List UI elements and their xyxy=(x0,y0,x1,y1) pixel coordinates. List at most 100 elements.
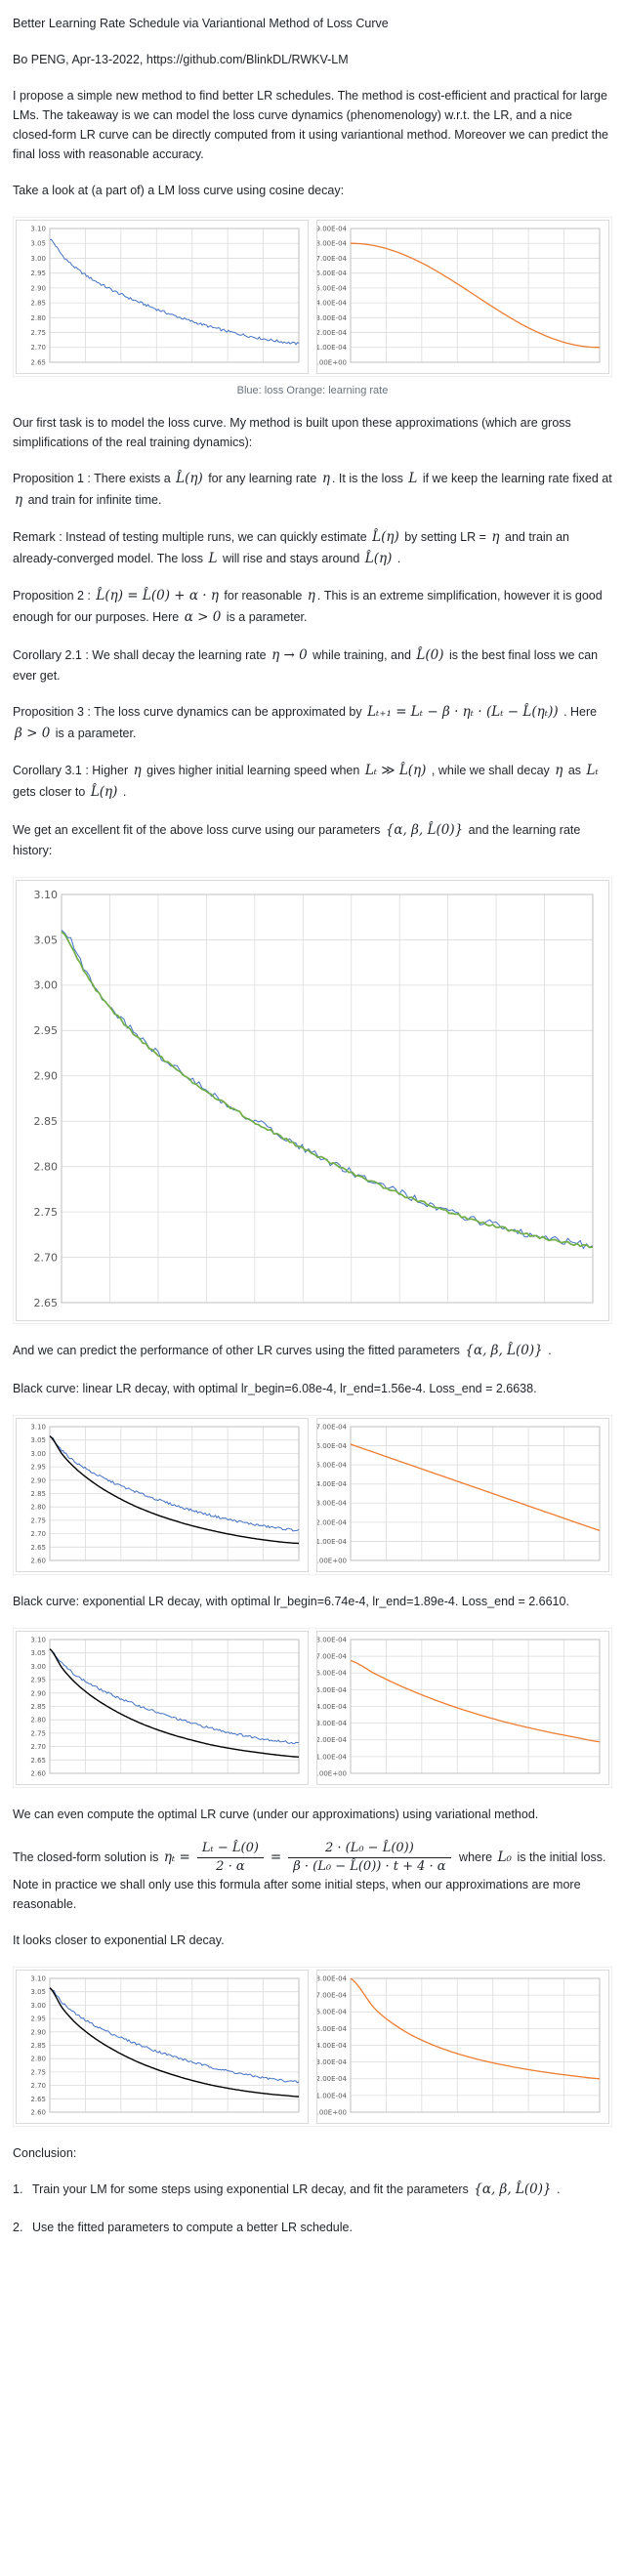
text-run: . This is an extreme simplification, how… xyxy=(13,589,603,624)
text-run: by setting LR = xyxy=(400,530,490,545)
series-fitted-loss-curve-from-parameters-alpha-beta-lhat0 xyxy=(61,931,594,1249)
inline-math: η xyxy=(307,588,315,604)
inline-math: {α, β, L̂(0)} xyxy=(474,2181,552,2198)
inline-math: L̂(0) xyxy=(416,646,444,663)
y-tick-label: 7.00E-04 xyxy=(317,255,348,263)
y-tick-label: 2.85 xyxy=(30,1703,46,1711)
text-run: gives higher initial learning speed when xyxy=(143,764,363,778)
y-tick-label: 2.95 xyxy=(30,1676,46,1683)
text-run: will rise and stays around xyxy=(219,551,363,565)
inline-math: Lₜ ≫ L̂(η) xyxy=(364,763,427,779)
series-optimal-closed-form-lr-schedule xyxy=(350,1977,601,2080)
y-tick-label: 3.00E-04 xyxy=(317,314,348,322)
inline-math: η xyxy=(555,763,563,779)
figure-exponential-decay-panel-loss-exponential-panel: 3.10 3.05 3.00 2.95 2.90 2.85 2.80 2.75 2.70 2.65… xyxy=(16,1630,309,1785)
text-run: We get an excellent fit of the above los… xyxy=(13,822,384,837)
gridlines xyxy=(351,1977,600,2113)
figure-loss-fit[interactable]: 3.10 3.05 3.00 2.95 2.90 2.85 2.80 2.75 2.70 2.65 xyxy=(13,877,612,1325)
y-tick-label: 2.65 xyxy=(34,1297,59,1309)
list-item-text: Use the fitted parameters to compute a b… xyxy=(32,2220,353,2234)
y-tick-label: 2.85 xyxy=(30,300,46,308)
text-run: is a parameter. xyxy=(223,609,308,624)
y-tick-label: 2.70 xyxy=(30,344,46,352)
y-tick-label: 2.90 xyxy=(34,1070,59,1083)
y-axis-labels: 3.10 3.05 3.00 2.95 2.90 2.85 2.80 2.75 2.70 2.65… xyxy=(30,1975,46,2117)
y-tick-label: 2.85 xyxy=(34,1115,59,1128)
corollary-3-1-paragraph: Corollary 3.1 : Higher η gives higher in… xyxy=(13,761,612,803)
text-run: Corollary 3.1 : Higher xyxy=(13,764,132,778)
inline-math: L xyxy=(408,471,418,486)
y-tick-label: 2.70 xyxy=(34,1252,59,1265)
y-tick-label: 2.00E-04 xyxy=(317,1736,348,1744)
text-run: and train for infinite time. xyxy=(24,492,162,507)
text-run: . xyxy=(394,551,401,565)
gridlines xyxy=(50,228,299,363)
y-tick-label: 3.10 xyxy=(34,889,59,901)
plot-frame xyxy=(350,228,601,363)
inline-math: η xyxy=(321,471,330,486)
y-tick-label: 2.65 xyxy=(30,1543,46,1551)
y-tick-label: 2.60 xyxy=(30,1769,46,1777)
conclusion-heading: Conclusion: xyxy=(13,2146,77,2161)
y-tick-label: 3.00 xyxy=(30,255,46,263)
figure-optimal-lr-panel-loss-optimal-panel-svg: 3.10 3.05 3.00 2.95 2.90 2.85 2.80 2.75 2.70 2.65… xyxy=(30,1975,300,2117)
text-run: . Here xyxy=(560,705,598,720)
y-tick-label: 2.75 xyxy=(30,329,46,337)
y-tick-label: 3.00E-04 xyxy=(317,1499,348,1507)
inline-math: L̂(η) = L̂(0) + α · η xyxy=(96,588,219,604)
y-tick-label: 3.10 xyxy=(30,1975,46,1983)
y-tick-label: 2.70 xyxy=(30,2082,46,2090)
figure-exponential-decay[interactable]: 3.10 3.05 3.00 2.95 2.90 2.85 2.80 2.75 2.70 2.65… xyxy=(13,1627,612,1788)
y-axis-labels: 9.00E-04 8.00E-04 7.00E-04 6.00E-04 5.00E-04… xyxy=(312,225,348,366)
y-tick-label: 9.00E-04 xyxy=(317,225,348,232)
y-tick-label: 2.90 xyxy=(30,1689,46,1697)
figure-optimal-lr[interactable]: 3.10 3.05 3.00 2.95 2.90 2.85 2.80 2.75 2.70 2.65… xyxy=(13,1967,612,2128)
y-tick-label: 3.00E-04 xyxy=(317,1720,348,1727)
y-tick-label: 2.65 xyxy=(30,358,46,366)
text-run: gets closer to xyxy=(13,784,89,799)
text-run: Proposition 2 : xyxy=(13,589,95,603)
y-tick-label: 2.65 xyxy=(30,2096,46,2103)
y-tick-label: 2.75 xyxy=(34,1206,59,1219)
text-run: , while we shall decay xyxy=(428,764,554,778)
y-tick-label: 3.05 xyxy=(30,240,46,248)
y-tick-label: 4.00E-04 xyxy=(317,1703,348,1711)
y-tick-label: 2.95 xyxy=(34,1024,59,1037)
gridlines xyxy=(351,1639,600,1774)
y-tick-label: 2.60 xyxy=(30,2109,46,2117)
figure-linear-decay[interactable]: 3.10 3.05 3.00 2.95 2.90 2.85 2.80 2.75 2.70 2.65… xyxy=(13,1414,612,1575)
figure-cosine-caption: Blue: loss Orange: learning rate xyxy=(236,385,389,396)
y-tick-label: 2.80 xyxy=(34,1161,59,1174)
text-run: Proposition 3 : The loss curve dynamics … xyxy=(13,705,366,720)
y-tick-label: 3.00 xyxy=(30,2002,46,2010)
y-tick-label: 2.90 xyxy=(30,2028,46,2036)
corollary-2-1-paragraph: Corollary 2.1 : We shall decay the learn… xyxy=(13,645,612,686)
figure-linear-decay-panel-loss-linear-panel-svg: 3.10 3.05 3.00 2.95 2.90 2.85 2.80 2.75 2.70 2.65… xyxy=(30,1423,300,1564)
figure-cosine-loss-and-lr[interactable]: 3.10 3.05 3.00 2.95 2.90 2.85 2.80 2.75 2.70 2.65… xyxy=(13,217,612,377)
text-run: . xyxy=(119,784,127,799)
y-tick-label: 8.00E-04 xyxy=(317,240,348,248)
inline-math: = xyxy=(270,1849,282,1865)
list-item-marker: 2. xyxy=(13,2220,23,2234)
text-run: . xyxy=(544,1344,552,1358)
figure-linear-decay-panel-loss-linear-panel: 3.10 3.05 3.00 2.95 2.90 2.85 2.80 2.75 2.70 2.65… xyxy=(16,1417,309,1572)
plot-frame xyxy=(49,1639,300,1774)
y-tick-label: 0.00E+00 xyxy=(317,2109,347,2117)
y-tick-label: 2.75 xyxy=(30,2069,46,2077)
predict-paragraph: And we can predict the performance of ot… xyxy=(13,1341,612,1362)
series-cosine-lr-decay-from-8e-4-to-1e-4 xyxy=(350,242,601,349)
y-tick-label: 2.00E-04 xyxy=(317,1518,348,1526)
cosine-example-paragraph: Take a look at (a part of) a LM loss cur… xyxy=(13,184,345,197)
y-tick-label: 1.00E-04 xyxy=(317,1753,348,1761)
y-tick-label: 5.00E-04 xyxy=(317,1686,348,1694)
series-linear-lr-decay-lr-begin-6-08e-4-lr-end-1-56e-4 xyxy=(350,1443,601,1531)
y-tick-label: 1.00E-04 xyxy=(317,2093,348,2100)
text-run: . It is the loss xyxy=(331,472,407,485)
y-axis-labels: 3.10 3.05 3.00 2.95 2.90 2.85 2.80 2.75 2.70 2.65… xyxy=(30,1636,46,1777)
text-run: for reasonable xyxy=(220,589,306,603)
y-tick-label: 3.05 xyxy=(30,1649,46,1657)
series-actual-training-loss xyxy=(61,930,594,1250)
y-tick-label: 3.10 xyxy=(30,1423,46,1431)
y-tick-label: 3.00 xyxy=(34,979,59,992)
